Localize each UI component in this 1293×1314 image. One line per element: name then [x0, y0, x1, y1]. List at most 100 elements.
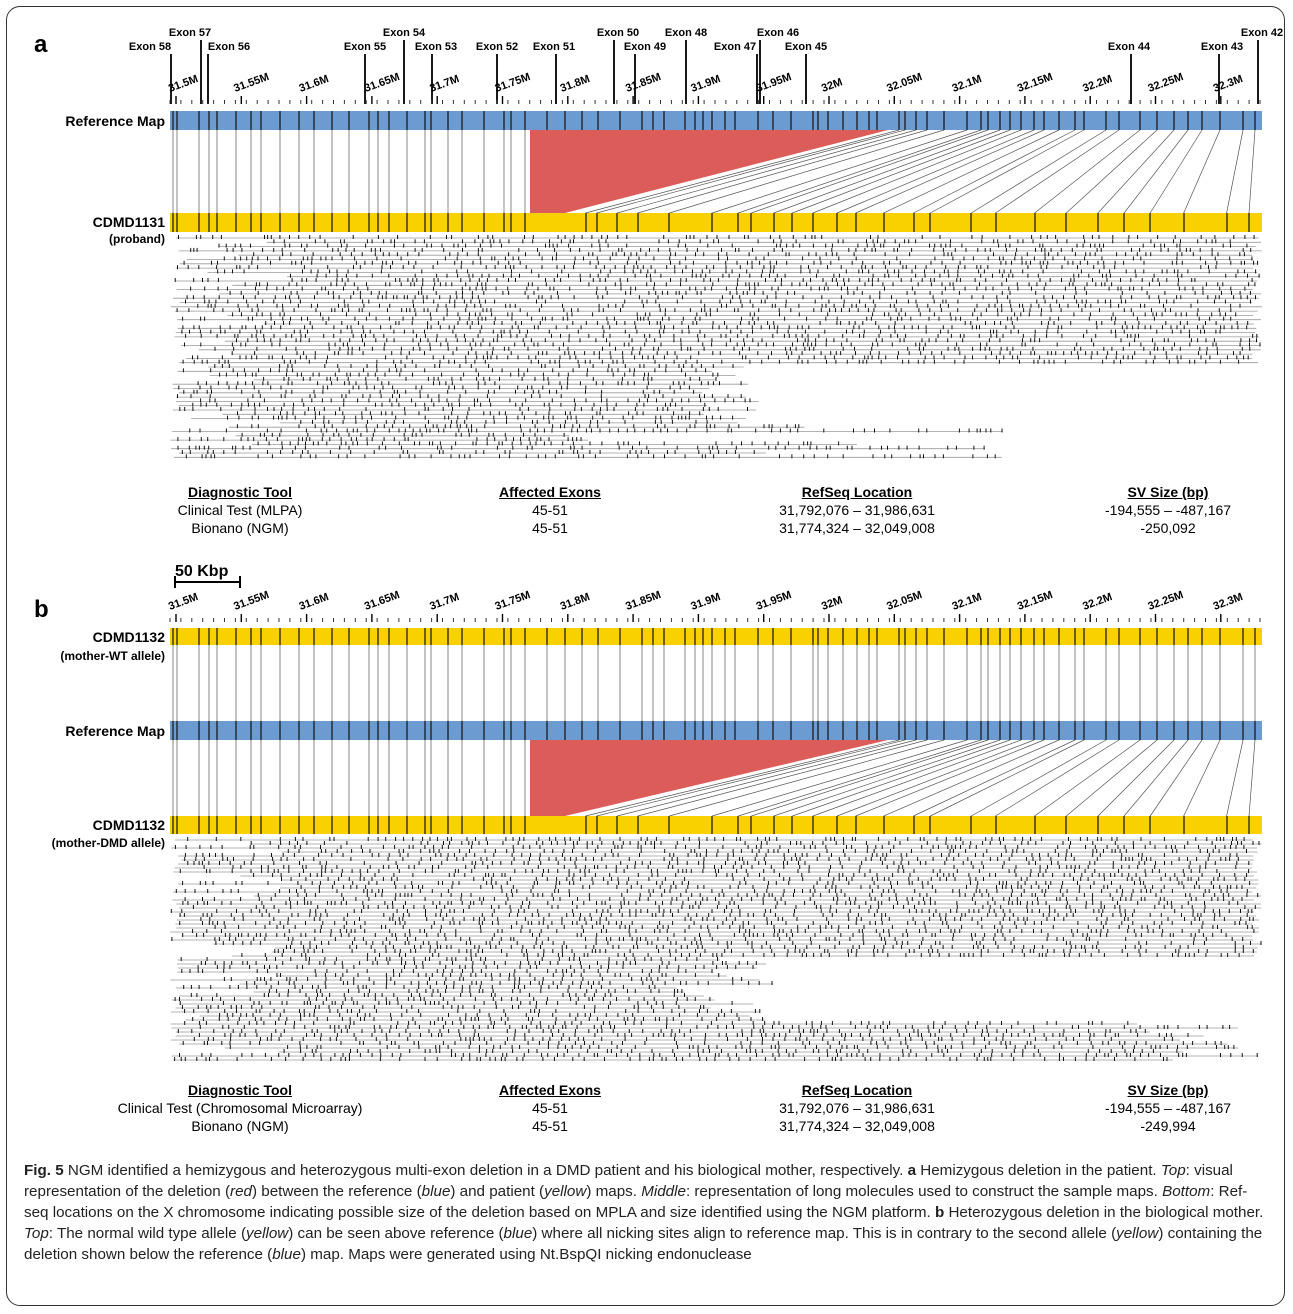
panel-b-dmd-sublabel: (mother-DMD allele) — [52, 836, 165, 850]
figure-frame — [6, 6, 1285, 1306]
panel-b-align-line — [855, 739, 1045, 817]
axis-b-tick-label: 32M — [820, 594, 844, 613]
panel-a-align-line — [812, 129, 1022, 214]
panel-b-align-line — [637, 739, 928, 817]
panel-b-align-line — [738, 739, 982, 817]
sample-map-a — [170, 213, 1262, 232]
axis-b-tick-label: 31.75M — [493, 589, 532, 613]
axis-a-tick-label: 31.9M — [689, 73, 722, 95]
axis-a-tick-label: 31.8M — [559, 73, 592, 95]
panel-b-align-line — [792, 739, 1011, 817]
exon-label: Exon 54 — [383, 27, 426, 39]
axis-b-tick-label: 32.2M — [1081, 591, 1114, 613]
panel-a-sample-sublabel: (proband) — [109, 232, 165, 246]
axis-b-tick-label: 31.7M — [428, 591, 461, 613]
exon-label: Exon 51 — [533, 41, 575, 53]
exon-label: Exon 55 — [344, 41, 386, 53]
panel-a-align-line — [995, 129, 1120, 214]
panel-b-align-line — [669, 739, 945, 817]
panel-a-align-line — [1149, 129, 1203, 214]
panel-b-align-line — [971, 739, 1107, 817]
scale-bar-label: 50 Kbp — [175, 563, 229, 580]
panel-a-align-line — [855, 129, 1045, 214]
axis-a-tick-label: 32.25M — [1146, 71, 1185, 95]
axis-b-tick-label: 32.05M — [885, 589, 924, 613]
panel-b-wt-sublabel: (mother-WT allele) — [60, 649, 165, 663]
exon-label: Exon 56 — [208, 41, 250, 53]
panel-b-align-line — [1034, 739, 1141, 817]
exon-label: Exon 45 — [785, 41, 827, 53]
axis-a-tick-label: 31.7M — [428, 73, 461, 95]
axis-b-tick-label: 31.8M — [559, 591, 592, 613]
panel-b-align-line — [836, 739, 1035, 817]
exon-label: Exon 58 — [129, 41, 171, 53]
panel-b-align-line — [585, 739, 900, 817]
axis-a-tick-label: 32.2M — [1081, 73, 1114, 95]
panel-b-align-line — [995, 739, 1120, 817]
panel-a-align-line — [1097, 129, 1175, 214]
panel-b-align-line — [812, 739, 1022, 817]
panel-a-align-line — [1248, 129, 1256, 214]
scale-bar — [174, 576, 241, 588]
panel-b-align-line — [751, 739, 989, 817]
panel-a-align-line — [836, 129, 1035, 214]
wt-allele-map-b — [170, 628, 1262, 645]
panel-a-align-line — [1226, 129, 1244, 214]
dmd-allele-map-b — [170, 816, 1262, 834]
panel-b-letter: b — [34, 596, 49, 623]
exon-label: Exon 47 — [714, 41, 756, 53]
axis-a-tick-label: 31.85M — [624, 71, 663, 95]
panel-b-align-line — [883, 739, 1060, 817]
panel-b-align-line — [617, 739, 917, 817]
panel-a-align-line — [792, 129, 1011, 214]
exon-label: Exon 48 — [665, 27, 707, 39]
exon-label: Exon 52 — [476, 41, 518, 53]
panel-b-align-line — [1097, 739, 1175, 817]
panel-a-align-line — [669, 129, 945, 214]
axis-a-tick-label: 31.6M — [298, 73, 331, 95]
panel-a-sample-label: CDMD1131 — [93, 214, 166, 230]
axis-a-tick-label: 31.65M — [363, 71, 402, 95]
reference-map-a — [170, 111, 1262, 130]
panel-b-align-line — [1123, 739, 1189, 817]
panel-b-align-line — [712, 739, 968, 817]
panel-b-align-line — [1183, 739, 1221, 817]
panel-b-align-line — [773, 739, 1001, 817]
panel-a-align-line — [1183, 129, 1221, 214]
panel-b-align-line — [1149, 739, 1203, 817]
axis-a-tick-label: 32.3M — [1212, 73, 1245, 95]
exon-label: Exon 50 — [597, 27, 639, 39]
panel-b-align-line — [930, 739, 1085, 817]
exon-label: Exon 43 — [1201, 41, 1243, 53]
panel-a-align-line — [1034, 129, 1141, 214]
axis-a-tick-label: 32.15M — [1016, 71, 1055, 95]
axis-b-tick-label: 31.55M — [232, 589, 271, 613]
panel-a-align-line — [751, 129, 989, 214]
panel-a-align-line — [913, 129, 1076, 214]
axis-b-tick-label: 31.6M — [298, 591, 331, 613]
panel-a-align-line — [712, 129, 968, 214]
exon-label: Exon 49 — [624, 41, 666, 53]
deletion-region — [530, 130, 888, 213]
panel-a-align-line — [617, 129, 917, 214]
exon-label: Exon 42 — [1241, 27, 1283, 39]
deletion-region — [530, 740, 888, 816]
panel-b-align-line — [1248, 739, 1256, 817]
panel-a-align-line — [930, 129, 1085, 214]
axis-a-tick-label: 32.1M — [951, 73, 984, 95]
axis-a-tick-label: 32.05M — [885, 71, 924, 95]
panel-a-align-line — [738, 129, 982, 214]
panel-b-align-line — [913, 739, 1076, 817]
panel-a-align-line — [637, 129, 928, 214]
panel-b-dmd-label: CDMD1132 — [93, 817, 166, 833]
panel-a-align-line — [971, 129, 1107, 214]
axis-b-tick-label: 32.3M — [1212, 591, 1245, 613]
panel-a-reference-label: Reference Map — [65, 113, 165, 129]
panel-a-align-line — [1066, 129, 1158, 214]
axis-b-tick-label: 32.25M — [1146, 589, 1185, 613]
panel-a-letter: a — [34, 31, 48, 58]
axis-b-tick-label: 31.5M — [167, 591, 200, 613]
axis-b-tick-label: 32.15M — [1016, 589, 1055, 613]
exon-label: Exon 57 — [169, 27, 211, 39]
